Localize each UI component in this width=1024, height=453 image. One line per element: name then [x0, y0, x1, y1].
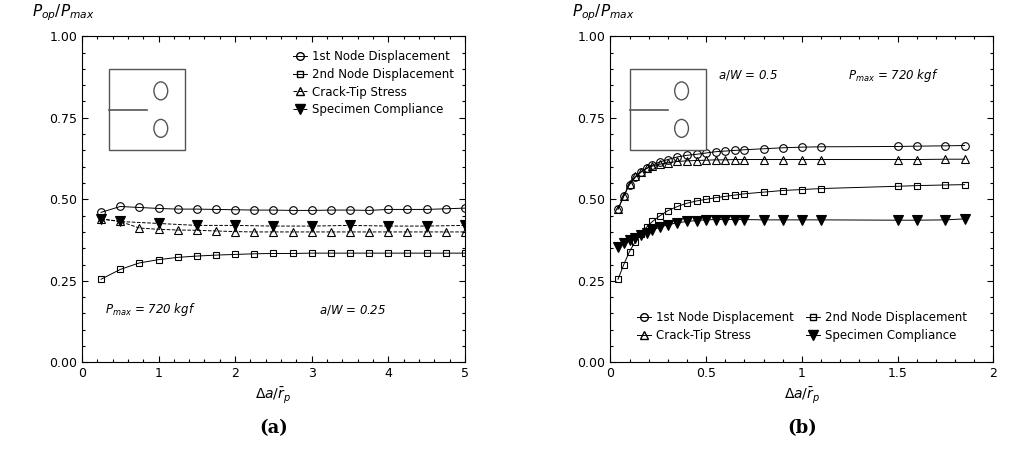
- Text: $P_{op}/P_{max}$: $P_{op}/P_{max}$: [32, 3, 95, 23]
- Ellipse shape: [675, 82, 688, 100]
- Ellipse shape: [675, 120, 688, 137]
- Text: $a/W$ = 0.25: $a/W$ = 0.25: [319, 303, 387, 317]
- Text: $P_{max}$ = 720 kgf: $P_{max}$ = 720 kgf: [848, 67, 938, 84]
- X-axis label: $\Delta a/\bar{r}_p$: $\Delta a/\bar{r}_p$: [255, 386, 292, 406]
- Ellipse shape: [154, 82, 168, 100]
- X-axis label: $\Delta a/\bar{r}_p$: $\Delta a/\bar{r}_p$: [783, 386, 820, 406]
- Legend: 1st Node Displacement, 2nd Node Displacement, Crack-Tip Stress, Specimen Complia: 1st Node Displacement, 2nd Node Displace…: [289, 45, 459, 121]
- Text: $P_{op}/P_{max}$: $P_{op}/P_{max}$: [572, 3, 635, 23]
- Bar: [630, 69, 707, 150]
- Text: (b): (b): [786, 419, 817, 437]
- Text: $P_{max}$ = 720 kgf: $P_{max}$ = 720 kgf: [104, 302, 196, 318]
- Legend: 1st Node Displacement, Crack-Tip Stress, 2nd Node Displacement, Specimen Complia: 1st Node Displacement, Crack-Tip Stress,…: [633, 307, 972, 347]
- Text: (a): (a): [259, 419, 288, 437]
- Text: $a/W$ = 0.5: $a/W$ = 0.5: [718, 68, 777, 82]
- Ellipse shape: [154, 120, 168, 137]
- Bar: [109, 69, 185, 150]
